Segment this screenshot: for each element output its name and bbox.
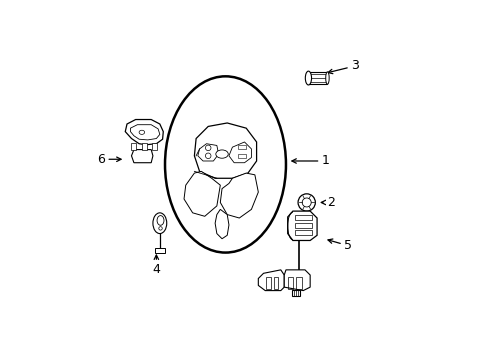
- Bar: [308, 72, 327, 84]
- Polygon shape: [215, 210, 228, 239]
- Polygon shape: [258, 270, 284, 291]
- Bar: [154, 248, 164, 253]
- Bar: [265, 277, 270, 289]
- Bar: [292, 289, 299, 296]
- Text: 1: 1: [291, 154, 329, 167]
- Circle shape: [298, 194, 315, 211]
- Polygon shape: [228, 142, 251, 163]
- Bar: [152, 143, 157, 150]
- Polygon shape: [287, 211, 316, 240]
- Bar: [294, 223, 311, 228]
- Polygon shape: [284, 270, 309, 291]
- Text: 6: 6: [97, 153, 121, 166]
- Bar: [142, 143, 146, 150]
- Polygon shape: [198, 144, 218, 161]
- Polygon shape: [130, 125, 160, 140]
- Polygon shape: [125, 120, 163, 145]
- Bar: [131, 143, 136, 150]
- Bar: [237, 154, 246, 158]
- Ellipse shape: [164, 76, 285, 253]
- Polygon shape: [131, 150, 153, 163]
- Ellipse shape: [325, 72, 328, 84]
- Polygon shape: [183, 171, 220, 216]
- Polygon shape: [194, 123, 256, 178]
- Bar: [294, 230, 311, 235]
- Ellipse shape: [215, 150, 228, 158]
- Bar: [294, 215, 311, 220]
- Text: 3: 3: [327, 59, 358, 74]
- Ellipse shape: [153, 213, 166, 234]
- Bar: [287, 277, 293, 289]
- Polygon shape: [220, 173, 258, 218]
- Text: 2: 2: [321, 196, 334, 209]
- Bar: [237, 145, 246, 149]
- Text: 4: 4: [152, 255, 160, 276]
- Text: 5: 5: [327, 239, 351, 252]
- Ellipse shape: [305, 71, 311, 85]
- Bar: [296, 277, 301, 289]
- Bar: [273, 277, 278, 289]
